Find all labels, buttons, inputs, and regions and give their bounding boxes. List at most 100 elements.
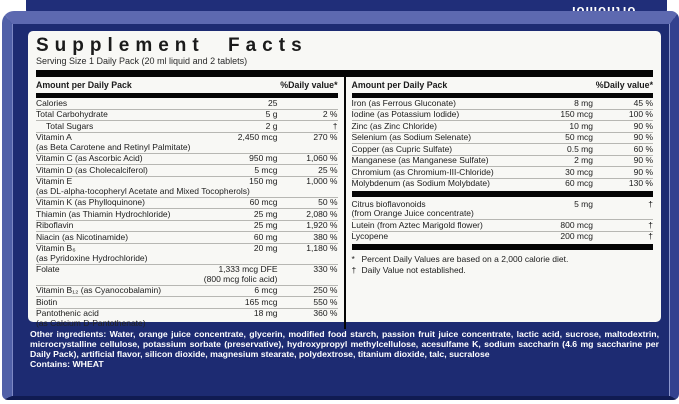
- nutrient-amount: 150 mg: [249, 176, 278, 186]
- nutrient-amount: 25 mg: [253, 208, 278, 219]
- nutrient-daily-value: 360 %: [313, 308, 338, 318]
- nutrient-name: Vitamin E: [36, 176, 73, 186]
- nutrient-daily-value: 380 %: [313, 231, 338, 242]
- nutrient-row: Citrus bioflavonoids 5 mg † (from Orange Ju…: [352, 199, 654, 219]
- nutrient-rows-minerals: Iron (as Ferrous Gluconate) 8 mg 45 % Iodin…: [351, 98, 654, 190]
- nutrient-name: Vitamin B₁₂ (as Cyanocobalamin): [36, 285, 162, 295]
- facts-column-left: Amount per Daily Pack %Daily value* Calo…: [36, 77, 344, 329]
- nutrient-amount: 1,333 mcg DFE: [218, 264, 278, 274]
- nutrient-name: Lutein (from Aztec Marigold flower): [351, 219, 483, 230]
- nutrient-amount: 800 mcg: [560, 219, 593, 230]
- nutrient-daily-value: 100 %: [628, 109, 653, 119]
- nutrient-amount: 5 mcg: [254, 164, 278, 175]
- nutrient-amount: 25 mg: [253, 220, 278, 230]
- nutrient-row: Vitamin E 150 mg 1,000 % (as DL-alpha-tocop…: [36, 175, 338, 197]
- nutrient-name: Lycopene: [351, 231, 389, 241]
- supplement-facts-panel: Supplement Facts Serving Size 1 Daily Pa…: [28, 31, 661, 329]
- nutrient-amount: 6 mcg: [254, 285, 278, 295]
- nutrient-name: Vitamin B₆: [36, 243, 76, 253]
- nutrient-name: Vitamin D (as Cholecalciferol): [36, 164, 148, 175]
- facts-columns: Amount per Daily Pack %Daily value* Calo…: [36, 77, 653, 329]
- nutrient-name: Biotin: [36, 296, 58, 307]
- nutrient-name: Niacin (as Nicotinamide): [36, 231, 129, 242]
- nutrient-daily-value: 60 %: [633, 143, 653, 154]
- nutrient-row: Vitamin K (as Phylloquinone) 60 mcg 50 %: [36, 196, 338, 209]
- nutrient-row: Manganese (as Manganese Sulfate) 2 mg 90 %: [351, 154, 653, 167]
- nutrient-amount: 20 mg: [253, 243, 278, 253]
- nutrient-row: Vitamin B₆ 20 mg 1,180 % (as Pyridoxine Hyd…: [36, 242, 338, 264]
- nutrient-row: Biotin 165 mcg 550 %: [36, 296, 338, 308]
- serving-size-line: Serving Size 1 Daily Pack (20 ml liquid …: [36, 56, 248, 66]
- nutrient-row: Iron (as Ferrous Gluconate) 8 mg 45 %: [352, 98, 654, 109]
- nutrient-name: Riboflavin: [36, 220, 74, 230]
- nutrient-source-note: (as DL-alpha-tocopheryl Acetate and Mixe…: [36, 185, 250, 196]
- nutrient-daily-value: 330 %: [313, 264, 338, 274]
- divider-bar-top: [36, 70, 653, 77]
- nutrient-daily-value: †: [648, 219, 653, 230]
- nutrient-row: Vitamin D (as Cholecalciferol) 5 mcg 25 %: [36, 164, 338, 176]
- header-bar: [351, 93, 653, 98]
- nutrient-name: Folate: [36, 264, 60, 274]
- nutrient-source-note: (as Pyridoxine Hydrochloride): [36, 252, 148, 263]
- nutrient-row: Total Carbohydrate 5 g 2 %: [36, 108, 338, 121]
- other-ingredients-text: Water, orange juice concentrate, glyceri…: [30, 329, 659, 359]
- nutrient-row: Niacin (as Nicotinamide) 60 mg 380 %: [36, 231, 338, 243]
- nutrient-amount: 18 mg: [253, 308, 278, 318]
- nutrient-rows-other: Citrus bioflavonoids 5 mg † (from Orange Ju…: [351, 199, 654, 243]
- nutrient-row: Folate 1,333 mcg DFE 330 % (800 mcg folic a…: [36, 263, 338, 285]
- nutrient-source-note: (as Calcium D-Pantothenate): [36, 317, 146, 328]
- nutrient-row: Chromium (as Chromium-III-Chloride) 30 mc…: [351, 166, 653, 178]
- nutrient-daily-value: 1,180 %: [306, 243, 338, 253]
- nutrient-row: Total Sugars 2 g †: [36, 120, 338, 132]
- nutrient-name: Selenium (as Sodium Selenate): [351, 132, 472, 142]
- nutrient-name: Chromium (as Chromium-III-Chloride): [351, 166, 494, 177]
- nutrient-daily-value: 1,000 %: [306, 176, 338, 186]
- amount-header: Amount per Daily Pack: [36, 80, 132, 90]
- nutrient-daily-value: 270 %: [313, 132, 338, 142]
- nutrient-name: Molybdenum (as Sodium Molybdate): [351, 178, 490, 188]
- nutrient-name: Vitamin A: [36, 132, 72, 142]
- other-ingredients-label: Other ingredients:: [30, 329, 107, 339]
- nutrient-row: Selenium (as Sodium Selenate) 50 mcg 90 %: [351, 131, 653, 144]
- nutrient-row: Lutein (from Aztec Marigold flower) 800 m…: [351, 219, 653, 231]
- nutrient-name: Copper (as Cupric Sulfate): [351, 143, 453, 154]
- footnotes: * Percent Daily Values are based on a 2,0…: [352, 254, 654, 275]
- nutrient-amount: 60 mcg: [249, 197, 278, 207]
- nutrient-daily-value: 550 %: [313, 296, 338, 307]
- nutrient-name: Pantothenic acid: [36, 308, 99, 318]
- amount-header: Amount per Daily Pack: [351, 80, 448, 90]
- nutrient-row: Molybdenum (as Sodium Molybdate) 60 mcg 13…: [351, 177, 653, 190]
- header-bar: [36, 93, 338, 98]
- nutrient-amount: 165 mcg: [244, 296, 278, 307]
- nutrient-row: Lycopene 200 mcg †: [351, 230, 653, 243]
- nutrient-daily-value: †: [332, 120, 338, 131]
- nutrient-amount-secondary: (800 mcg folic acid): [203, 273, 278, 284]
- nutrient-row: Riboflavin 25 mg 1,920 %: [36, 219, 338, 232]
- daily-value-header: %Daily value*: [280, 80, 338, 90]
- nutrient-daily-value: [278, 99, 338, 109]
- footnote: * Percent Daily Values are based on a 2,0…: [352, 254, 654, 265]
- nutrient-amount: 0.5 mg: [567, 143, 593, 154]
- nutrient-amount: 30 mcg: [565, 166, 593, 177]
- nutrient-source-note: (from Orange Juice concentrate): [351, 208, 474, 218]
- nutrient-daily-value: †: [648, 198, 653, 209]
- contains-statement: Contains: WHEAT: [30, 359, 104, 369]
- nutrient-daily-value: 2 %: [322, 109, 338, 119]
- nutrient-name: Zinc (as Zinc Chloride): [351, 120, 438, 131]
- nutrient-daily-value: 45 %: [633, 97, 653, 108]
- nutrient-amount: 150 mcg: [560, 109, 593, 119]
- nutrient-daily-value: 50 %: [318, 197, 338, 207]
- divider-bar-mid: [351, 191, 653, 197]
- panel-title: Supplement Facts: [36, 35, 308, 56]
- other-ingredients-paragraph: Other ingredients: Water, orange juice c…: [30, 329, 659, 369]
- nutrient-amount: 60 mg: [253, 231, 278, 242]
- nutrient-row: Thiamin (as Thiamin Hydrochloride) 25 mg 2…: [36, 208, 338, 220]
- nutrient-amount: 2 g: [265, 120, 278, 131]
- divider-bar-bottom: [351, 244, 653, 250]
- footnote-symbol: †: [351, 264, 357, 275]
- nutrient-amount: 2,450 mcg: [237, 132, 278, 142]
- nutrient-name: Vitamin C (as Ascorbic Acid): [36, 153, 143, 163]
- nutrient-row: Iodine (as Potassium Iodide) 150 mcg 100 %: [351, 108, 653, 121]
- nutrient-row: Vitamin B₁₂ (as Cyanocobalamin) 6 mcg 250 …: [36, 284, 338, 297]
